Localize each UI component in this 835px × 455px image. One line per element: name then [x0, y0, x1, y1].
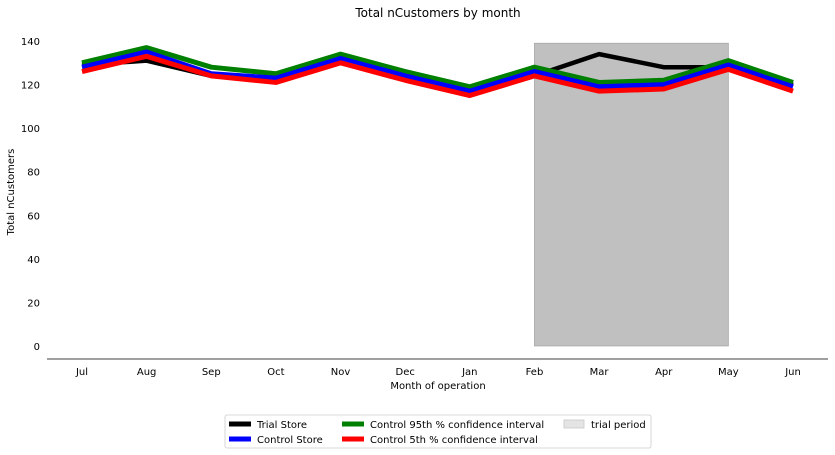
x-tick-label: Jul	[75, 367, 88, 378]
y-tick-label: 20	[27, 298, 40, 309]
y-tick-label: 40	[27, 255, 40, 266]
x-tick-label: Feb	[526, 367, 544, 378]
y-axis-label: Total nCustomers	[6, 149, 17, 237]
legend-label-trial-period: trial period	[591, 420, 646, 431]
y-tick-label: 0	[34, 342, 40, 353]
x-tick-label: Oct	[267, 367, 284, 378]
y-tick-label: 100	[21, 124, 40, 135]
series-line-control-95th	[81, 45, 794, 90]
chart-title: Total nCustomers by month	[354, 6, 520, 20]
x-tick-label: Dec	[396, 367, 415, 378]
series-lines	[81, 45, 794, 99]
y-tick-label: 80	[27, 168, 40, 179]
legend-swatch-trial-period	[563, 419, 585, 429]
x-axis-label: Month of operation	[390, 381, 485, 392]
x-tick-label: Aug	[137, 367, 157, 378]
trial-period-region	[534, 42, 729, 347]
legend: Trial Store Control Store Control 95th %…	[224, 414, 652, 449]
y-tick-label: 140	[21, 37, 40, 48]
legend-label-control-95th: Control 95th % confidence interval	[370, 420, 544, 431]
x-tick-label: Jun	[784, 367, 801, 378]
y-tick-label: 120	[21, 81, 40, 92]
x-tick-label: Jan	[461, 367, 477, 378]
x-tick-label: May	[718, 367, 739, 378]
series-line-control-5th	[81, 53, 794, 99]
x-tick-label: Apr	[655, 367, 673, 378]
x-tick-label: Nov	[331, 367, 351, 378]
legend-label-control-5th: Control 5th % confidence interval	[370, 435, 538, 446]
trial-period-shading	[534, 42, 729, 347]
legend-label-trial-store: Trial Store	[256, 420, 307, 431]
y-tick-label: 60	[27, 211, 40, 222]
x-tick-label: Sep	[202, 367, 221, 378]
x-tick-label: Mar	[590, 367, 610, 378]
y-tick-labels: 0 20 40 60 80 100 120 140	[21, 37, 40, 353]
legend-label-control-store: Control Store	[257, 435, 323, 446]
x-tick-labels: Jul Aug Sep Oct Nov Dec Jan Feb Mar Apr May Jun	[75, 367, 801, 378]
legend-frame	[224, 414, 652, 449]
